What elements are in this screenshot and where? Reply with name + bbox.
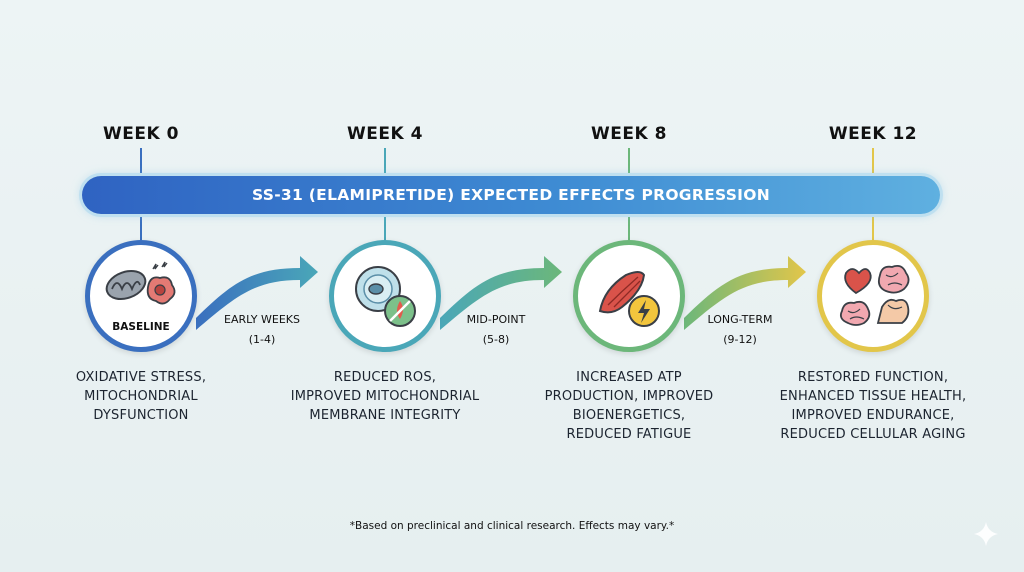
description-line: MITOCHONDRIAL xyxy=(84,389,198,404)
muscle-icon xyxy=(598,271,646,314)
mitochondrion-icon xyxy=(105,269,147,301)
title-banner: SS-31 (ELAMIPRETIDE) EXPECTED EFFECTS PR… xyxy=(82,176,940,214)
description-line: IMPROVED ENDURANCE, xyxy=(791,408,955,423)
ros-blocked-icon xyxy=(384,295,416,327)
arrow-1 xyxy=(196,256,318,330)
week-8-label: WEEK 8 xyxy=(591,124,667,144)
description-line: MEMBRANE INTEGRITY xyxy=(309,408,461,423)
arrow-2 xyxy=(440,256,562,330)
baseline-label: BASELINE xyxy=(112,321,170,333)
week-4-label: WEEK 4 xyxy=(347,124,423,144)
description-line: REDUCED FATIGUE xyxy=(566,427,692,442)
phase-3-line2: (9-12) xyxy=(723,333,757,346)
description-line: IMPROVED MITOCHONDRIAL xyxy=(290,389,480,404)
baseline-description: OXIDATIVE STRESS, MITOCHONDRIAL DYSFUNCT… xyxy=(76,368,206,425)
week-12-circle xyxy=(817,240,929,352)
stressed-cell-icon xyxy=(146,261,176,305)
description-line: BIOENERGETICS, xyxy=(572,408,686,423)
description-line: RESTORED FUNCTION, xyxy=(797,370,949,385)
week-12-label: WEEK 12 xyxy=(828,124,918,144)
week-12-description: RESTORED FUNCTION, ENHANCED TISSUE HEALT… xyxy=(780,368,967,444)
description-line: OXIDATIVE STRESS, xyxy=(75,370,207,385)
week-8-circle xyxy=(573,240,685,352)
baseline-circle: BASELINE xyxy=(85,240,197,352)
phase-1-line2: (1-4) xyxy=(248,333,276,346)
brain-icon xyxy=(839,300,871,326)
arrow-3 xyxy=(684,256,806,330)
description-line: REDUCED CELLULAR AGING xyxy=(780,427,966,442)
footnote: *Based on preclinical and clinical resea… xyxy=(349,520,675,532)
sparkle-icon xyxy=(974,522,998,546)
description-line: REDUCED ROS, xyxy=(333,370,437,385)
description-line: INCREASED ATP xyxy=(576,370,682,385)
heart-icon xyxy=(844,268,872,295)
week-4-circle xyxy=(329,240,441,352)
phase-mid-point: MID-POINT (5-8) xyxy=(467,310,526,350)
phase-2-line2: (5-8) xyxy=(482,333,510,346)
week-4-description: REDUCED ROS, IMPROVED MITOCHONDRIAL MEMB… xyxy=(291,368,480,425)
phase-long-term: LONG-TERM (9-12) xyxy=(708,310,773,350)
energy-bolt-icon xyxy=(628,295,660,327)
flexed-arm-icon xyxy=(876,298,910,324)
phase-early-weeks: EARLY WEEKS (1-4) xyxy=(224,310,300,350)
brain-icon xyxy=(877,264,910,294)
description-line: PRODUCTION, IMPROVED xyxy=(544,389,714,404)
phase-2-line1: MID-POINT xyxy=(466,313,526,326)
phase-3-line1: LONG-TERM xyxy=(707,313,773,326)
banner-title: SS-31 (ELAMIPRETIDE) EXPECTED EFFECTS PR… xyxy=(251,186,771,204)
description-line: ENHANCED TISSUE HEALTH, xyxy=(779,389,967,404)
description-line: DYSFUNCTION xyxy=(93,408,189,423)
week-8-description: INCREASED ATP PRODUCTION, IMPROVED BIOEN… xyxy=(545,368,714,444)
phase-1-line1: EARLY WEEKS xyxy=(224,313,300,326)
week-0-label: WEEK 0 xyxy=(103,124,179,144)
